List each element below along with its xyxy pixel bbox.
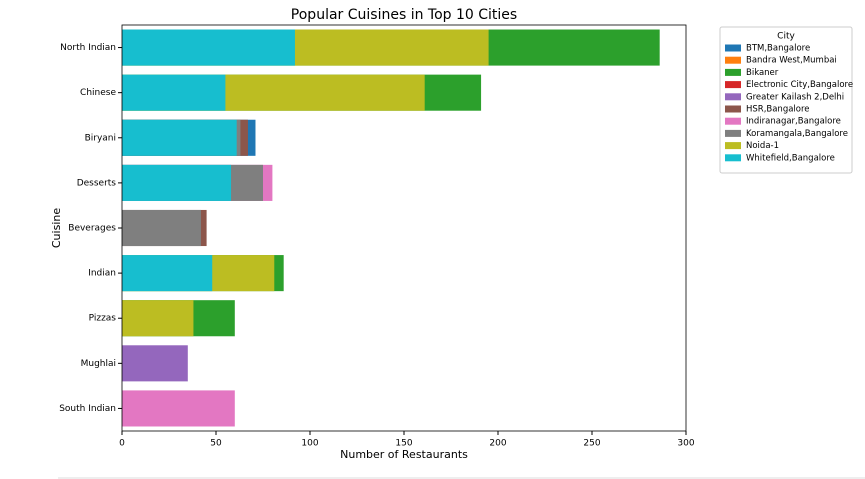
legend-swatch	[725, 44, 741, 52]
legend-label: Bikaner	[746, 68, 779, 78]
plot-frame	[121, 24, 687, 432]
legend-swatch	[725, 81, 741, 89]
x-tick-label: 0	[119, 439, 125, 449]
y-tick-label: Indian	[88, 269, 116, 279]
legend-swatch	[725, 68, 741, 76]
y-tick-label: Biryani	[85, 133, 116, 143]
bar	[122, 119, 237, 156]
y-tick-label: North Indian	[60, 43, 116, 53]
legend-label: BTM,Bangalore	[746, 44, 810, 54]
bar	[122, 255, 213, 292]
bar	[122, 209, 201, 247]
x-tick-label: 250	[583, 439, 600, 449]
x-tick-label: 100	[301, 439, 318, 449]
bar	[122, 390, 235, 427]
y-tick-label: South Indian	[59, 404, 116, 414]
bar	[122, 29, 295, 66]
x-tick-label: 200	[489, 439, 506, 449]
x-axis-label: Number of Restaurants	[340, 448, 468, 461]
bar	[122, 345, 188, 382]
y-tick-label: Desserts	[77, 178, 117, 188]
y-tick-label: Beverages	[68, 224, 116, 234]
legend-label: Bandra West,Mumbai	[746, 56, 837, 66]
chart-title: Popular Cuisines in Top 10 Cities	[291, 7, 517, 23]
legend-swatch	[725, 117, 741, 125]
legend-label: Koramangala,Bangalore	[746, 129, 848, 139]
legend-label: Whitefield,Bangalore	[746, 153, 835, 163]
legend-label: Noida-1	[746, 141, 779, 151]
y-axis-label: Cuisine	[50, 208, 63, 248]
bar	[122, 74, 226, 111]
legend-swatch	[725, 154, 741, 162]
y-tick-label: Pizzas	[89, 314, 117, 324]
legend-label: HSR,Bangalore	[746, 105, 810, 115]
legend-label: Greater Kailash 2,Delhi	[746, 92, 844, 102]
x-tick-label: 50	[210, 439, 222, 449]
x-tick-label: 300	[677, 439, 694, 449]
legend-title: City	[777, 32, 795, 42]
bar	[122, 164, 232, 201]
legend-swatch	[725, 56, 741, 64]
y-tick-label: Chinese	[80, 88, 116, 98]
legend-label: Indiranagar,Bangalore	[746, 117, 841, 127]
legend-label: Electronic City,Bangalore	[746, 80, 853, 90]
legend-swatch	[725, 129, 741, 137]
legend-swatch	[725, 142, 741, 150]
legend-box	[719, 26, 853, 174]
y-tick-label: Mughlai	[81, 359, 116, 369]
bar	[122, 300, 194, 337]
legend-swatch	[725, 93, 741, 101]
x-tick-label: 150	[395, 439, 412, 449]
legend-swatch	[725, 105, 741, 113]
